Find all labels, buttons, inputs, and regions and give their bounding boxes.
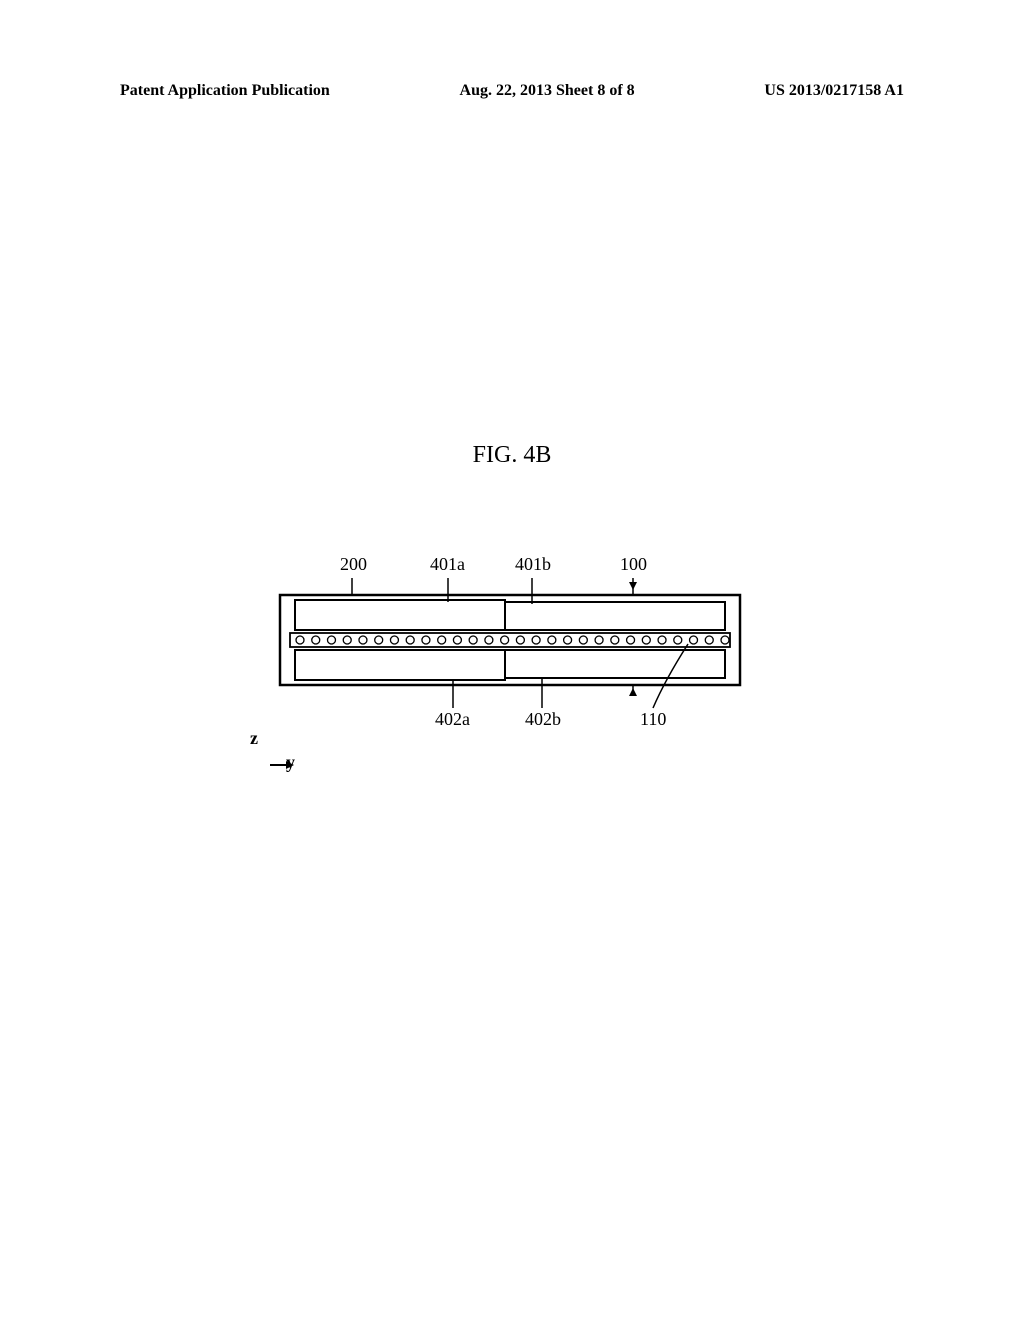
rect-402b — [505, 650, 725, 678]
dot — [611, 636, 619, 644]
dot — [343, 636, 351, 644]
dot — [627, 636, 635, 644]
dot — [375, 636, 383, 644]
dot — [438, 636, 446, 644]
dots-row — [296, 636, 729, 644]
y-axis-label: y — [286, 752, 295, 773]
header-right: US 2013/0217158 A1 — [764, 82, 904, 100]
z-axis-label: z — [250, 728, 258, 749]
diagram: 200 401a 401b 100 402a 402b 110 — [270, 540, 750, 790]
dot — [705, 636, 713, 644]
dot — [359, 636, 367, 644]
label-110: 110 — [640, 709, 666, 729]
figure-svg: 200 401a 401b 100 402a 402b 110 — [270, 540, 750, 790]
dot — [690, 636, 698, 644]
dot — [406, 636, 414, 644]
dot — [469, 636, 477, 644]
dot — [485, 636, 493, 644]
label-402a: 402a — [435, 709, 470, 729]
dot — [501, 636, 509, 644]
header-center: Aug. 22, 2013 Sheet 8 of 8 — [460, 82, 635, 100]
dot — [595, 636, 603, 644]
dot — [312, 636, 320, 644]
dots-container — [290, 633, 730, 647]
header-left: Patent Application Publication — [120, 82, 330, 100]
figure-title: FIG. 4B — [473, 442, 552, 469]
dot — [642, 636, 650, 644]
leader-100-arrow-up — [629, 582, 637, 590]
dot — [564, 636, 572, 644]
dot — [532, 636, 540, 644]
dot — [674, 636, 682, 644]
header: Patent Application Publication Aug. 22, … — [0, 82, 1024, 100]
label-401a: 401a — [430, 554, 465, 574]
dot — [721, 636, 729, 644]
dot — [390, 636, 398, 644]
rect-401a — [295, 600, 505, 630]
rect-401b — [505, 602, 725, 630]
dot — [327, 636, 335, 644]
leader-100-arrow-down — [629, 688, 637, 696]
label-401b: 401b — [515, 554, 551, 574]
rect-402a — [295, 650, 505, 680]
dot — [548, 636, 556, 644]
dot — [422, 636, 430, 644]
dot — [579, 636, 587, 644]
label-402b: 402b — [525, 709, 561, 729]
dot — [296, 636, 304, 644]
dot — [658, 636, 666, 644]
dot — [516, 636, 524, 644]
leader-110 — [653, 644, 688, 708]
dot — [453, 636, 461, 644]
label-100: 100 — [620, 554, 647, 574]
label-200: 200 — [340, 554, 367, 574]
